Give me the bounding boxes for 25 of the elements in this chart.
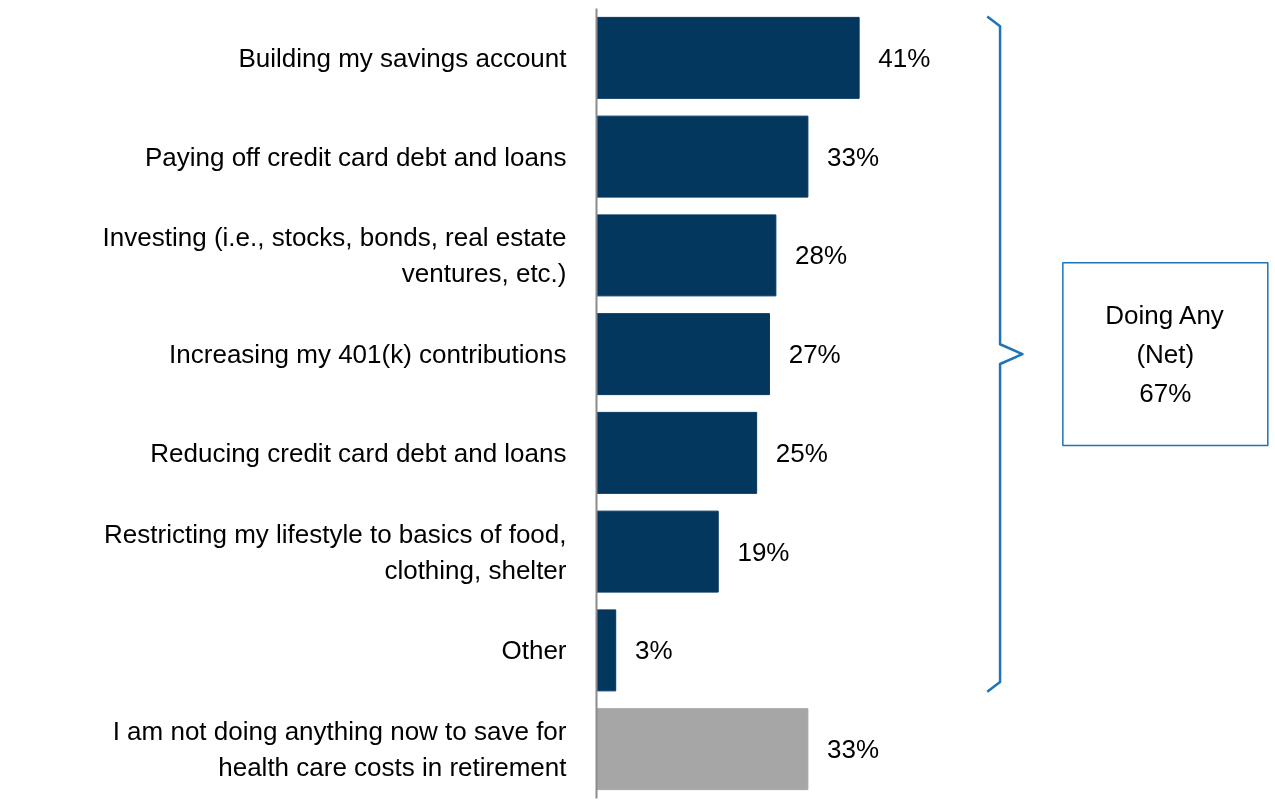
bar [596, 609, 617, 692]
y-tick-label: Building my savings account [238, 42, 568, 73]
y-tick-label: Investing (i.e., stocks, bonds, real estate ventures, etc.) [102, 222, 567, 289]
data-label: 25% [775, 437, 828, 468]
bar [596, 411, 758, 494]
y-tick-label: Restricting my lifestyle to basics of food, clothing, shelter [104, 518, 567, 585]
data-label: 3% [634, 635, 673, 666]
bar [596, 510, 719, 593]
text: Doing Any (Net) 67% [1105, 300, 1224, 409]
bar [596, 16, 860, 99]
y-tick-label: Reducing credit card debt and loans [150, 437, 567, 468]
data-label: 19% [737, 536, 790, 567]
data-label: 28% [795, 240, 848, 271]
data-label: 33% [827, 734, 880, 765]
data-label: 27% [788, 339, 841, 370]
y-tick-label: Increasing my 401(k) contributions [169, 339, 567, 370]
bar [596, 214, 777, 297]
y-tick-label: Paying off credit card debt and loans [144, 141, 567, 172]
data-label: 33% [827, 141, 880, 172]
data-label: 41% [878, 42, 931, 73]
y-tick-label: I am not doing anything now to save for health care costs in retirement [112, 716, 568, 783]
bar [596, 708, 809, 791]
bar [596, 313, 770, 396]
bar [596, 115, 809, 198]
y-tick-label: Other [501, 635, 567, 666]
